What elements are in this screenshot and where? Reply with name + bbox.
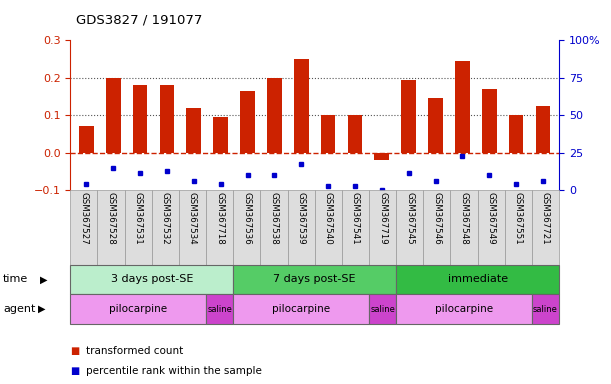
Text: GSM367539: GSM367539 [296, 192, 306, 245]
Bar [79, 126, 93, 152]
Text: GSM367719: GSM367719 [378, 192, 387, 245]
Text: ■: ■ [70, 346, 79, 356]
Text: agent: agent [3, 304, 35, 314]
Text: time: time [3, 274, 28, 285]
Text: pilocarpine: pilocarpine [435, 304, 493, 314]
Text: ▶: ▶ [38, 304, 45, 314]
Text: GSM367541: GSM367541 [351, 192, 360, 245]
Bar [240, 91, 255, 152]
Text: pilocarpine: pilocarpine [272, 304, 330, 314]
Text: saline: saline [533, 305, 558, 314]
Text: GSM367527: GSM367527 [79, 192, 89, 245]
Text: GDS3827 / 191077: GDS3827 / 191077 [76, 13, 203, 26]
Text: GSM367549: GSM367549 [487, 192, 496, 245]
Bar [455, 61, 470, 152]
Text: pilocarpine: pilocarpine [109, 304, 167, 314]
Bar [133, 85, 147, 152]
Text: GSM367538: GSM367538 [269, 192, 279, 245]
Text: GSM367532: GSM367532 [161, 192, 170, 245]
Text: GSM367528: GSM367528 [106, 192, 115, 245]
Bar [509, 115, 524, 152]
Text: GSM367551: GSM367551 [514, 192, 523, 245]
Text: GSM367536: GSM367536 [243, 192, 251, 245]
Text: GSM367531: GSM367531 [134, 192, 142, 245]
Text: GSM367534: GSM367534 [188, 192, 197, 245]
Text: GSM367546: GSM367546 [433, 192, 441, 245]
Bar [159, 85, 174, 152]
Bar [401, 79, 416, 152]
Bar [267, 78, 282, 152]
Text: immediate: immediate [447, 274, 508, 285]
Text: percentile rank within the sample: percentile rank within the sample [86, 366, 262, 376]
Bar [428, 98, 443, 152]
Bar [106, 78, 120, 152]
Bar [536, 106, 551, 152]
Text: GSM367718: GSM367718 [215, 192, 224, 245]
Text: GSM367545: GSM367545 [405, 192, 414, 245]
Bar [348, 115, 362, 152]
Text: saline: saline [207, 305, 232, 314]
Bar [482, 89, 497, 152]
Text: ■: ■ [70, 366, 79, 376]
Bar [294, 59, 309, 152]
Text: transformed count: transformed count [86, 346, 183, 356]
Text: saline: saline [370, 305, 395, 314]
Bar [375, 152, 389, 160]
Text: GSM367548: GSM367548 [459, 192, 469, 245]
Bar [321, 115, 335, 152]
Text: 3 days post-SE: 3 days post-SE [111, 274, 193, 285]
Text: ▶: ▶ [40, 274, 47, 285]
Bar [213, 117, 228, 152]
Text: GSM367721: GSM367721 [541, 192, 550, 245]
Text: GSM367540: GSM367540 [324, 192, 333, 245]
Text: 7 days post-SE: 7 days post-SE [273, 274, 356, 285]
Bar [186, 108, 201, 152]
